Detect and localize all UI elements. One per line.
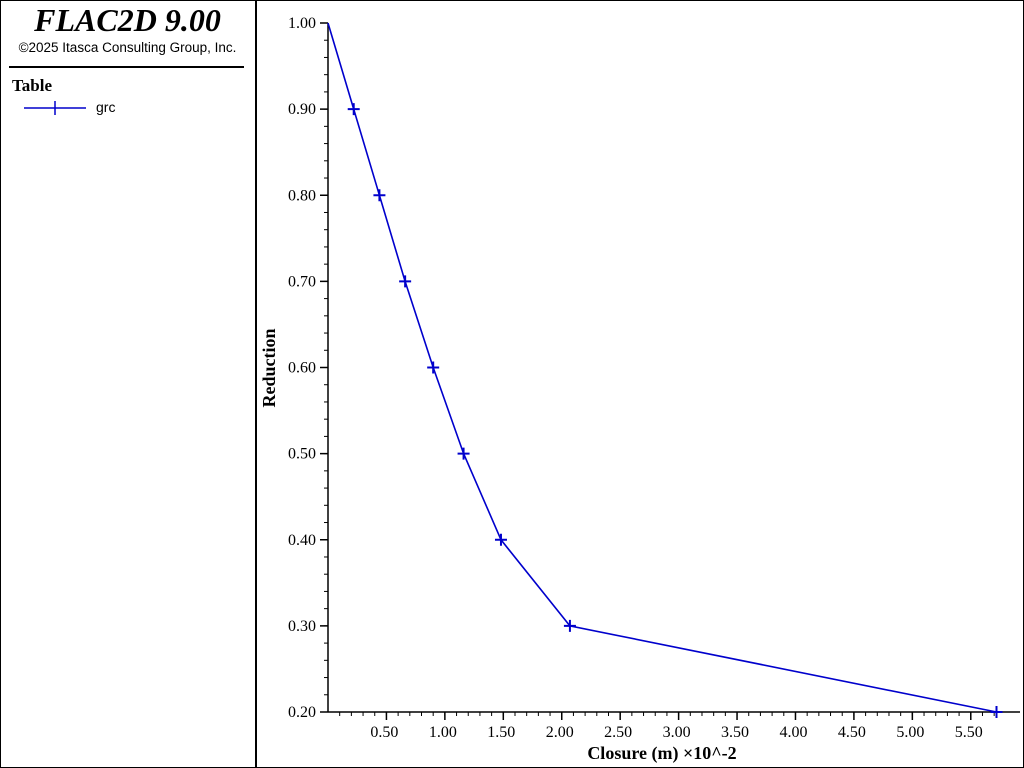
y-tick-label: 0.70 [288,273,316,290]
x-axis: 0.50 1.00 1.50 2.00 2.50 3.00 3.50 4.00 4.50 5.00… [328,711,1020,741]
x-tick-label: 3.00 [663,724,691,741]
x-tick-label: 3.50 [721,724,749,741]
x-tick-label: 1.50 [487,724,515,741]
x-tick-label: 1.00 [429,724,457,741]
panel-divider [255,0,257,768]
data-point-marker [990,706,1003,718]
data-point-marker [427,361,440,374]
data-point-marker [494,533,507,546]
copyright-notice: ©2025 Itasca Consulting Group, Inc. [18,40,237,55]
title-divider [9,66,244,68]
x-tick-label: 0.50 [370,724,398,741]
data-point-marker [373,189,386,202]
y-tick-label: 0.40 [288,532,316,549]
y-tick-label: 0.50 [288,446,316,463]
y-tick-label: 0.80 [288,187,316,204]
y-tick-label: 1.00 [288,15,316,32]
data-point-marker [347,103,360,116]
data-point-marker [563,619,576,632]
x-axis-title: Closure (m) ×10^-2 [587,743,736,764]
legend-item-grc[interactable]: grc [24,98,174,118]
x-tick-label: 5.50 [955,724,983,741]
y-tick-label: 0.20 [288,704,316,721]
data-point-marker [399,275,412,288]
y-axis: 0.20 0.30 0.40 0.50 0.60 0.70 0.80 0.90 1.00 [288,15,329,721]
x-tick-label: 4.00 [779,724,807,741]
x-tick-label: 5.00 [896,724,924,741]
y-axis-title: Reduction [259,328,279,407]
legend-label-grc: grc [96,99,116,115]
app-title: FLAC2D 9.00 [34,2,221,38]
line-plus-marker-icon [24,101,86,115]
legend-panel: FLAC2D 9.00 ©2025 Itasca Consulting Grou… [0,0,255,768]
y-tick-label: 0.90 [288,101,316,118]
x-tick-label: 2.50 [604,724,632,741]
y-tick-label: 0.60 [288,360,316,377]
x-tick-label: 4.50 [838,724,866,741]
x-tick-label: 2.00 [546,724,574,741]
data-point-marker [457,447,470,460]
legend-title: Table [12,76,53,95]
y-tick-label: 0.30 [288,618,316,635]
series-grc [327,22,1003,718]
